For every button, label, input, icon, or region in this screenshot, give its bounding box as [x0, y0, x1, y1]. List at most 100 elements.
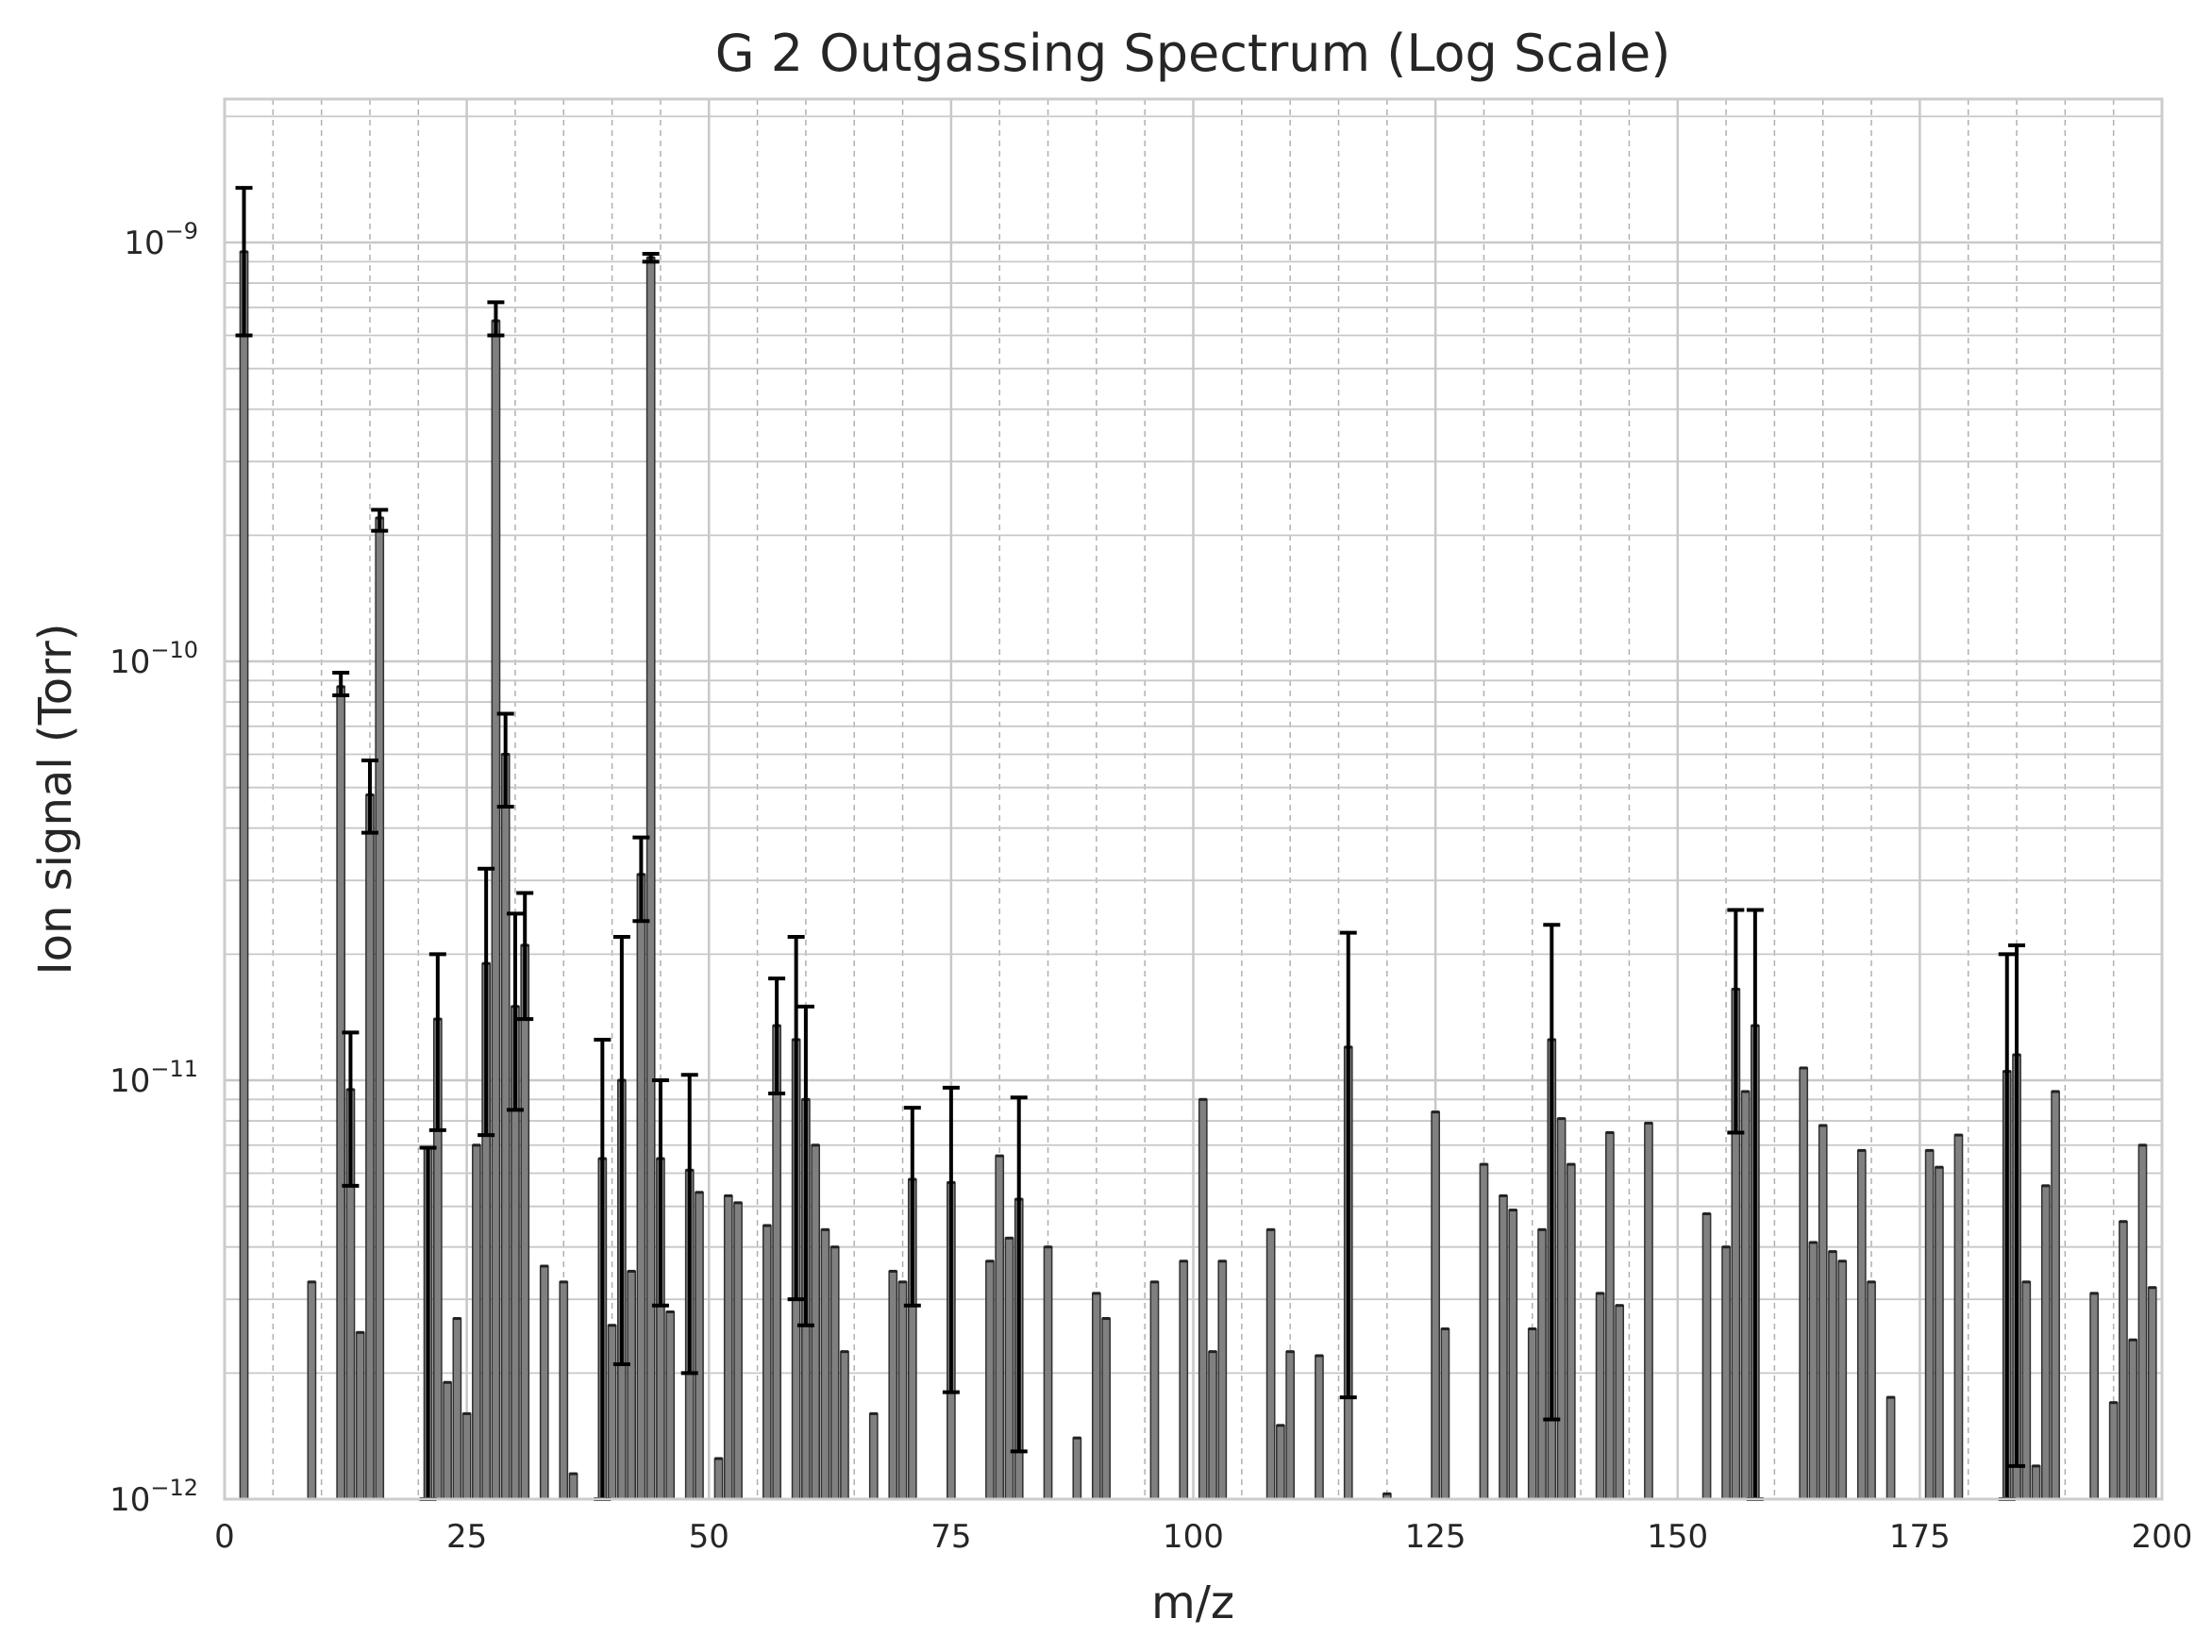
bar [665, 1310, 676, 1500]
bar [2051, 1091, 2060, 1500]
bar [1799, 1067, 1809, 1500]
bar [713, 1458, 724, 1500]
bar [520, 944, 530, 1500]
bar [627, 1270, 636, 1500]
bar [2119, 1220, 2128, 1500]
x-tick-label: 50 [689, 1518, 729, 1556]
bar [443, 1381, 452, 1500]
bar [1508, 1209, 1518, 1500]
y-tick-label: 10−9 [124, 218, 198, 262]
grid-lines [225, 99, 2162, 1499]
bar [897, 1281, 908, 1500]
bar [539, 1265, 549, 1500]
error-bars [235, 186, 2026, 1501]
bar [695, 1192, 704, 1500]
bar [239, 251, 249, 1500]
bar [365, 793, 375, 1500]
bar [1595, 1293, 1605, 1500]
bar [1924, 1149, 1935, 1500]
bar [1701, 1212, 1712, 1500]
bars [239, 250, 2157, 1500]
bar [1285, 1350, 1296, 1500]
bar [461, 1412, 472, 1500]
bar [1208, 1350, 1217, 1500]
bar [995, 1155, 1005, 1500]
bar [1179, 1260, 1189, 1500]
bar [1091, 1293, 1101, 1500]
bar [1198, 1098, 1208, 1500]
bar [811, 1144, 821, 1500]
bar [2147, 1286, 2157, 1500]
bar [1615, 1304, 1625, 1500]
bar [636, 874, 646, 1500]
bar [1499, 1194, 1508, 1500]
x-tick-labels: 0 25 50 75 100 125 150 175 200 [214, 1518, 2192, 1556]
bar [1101, 1317, 1111, 1500]
bar [840, 1350, 849, 1500]
bar [820, 1228, 830, 1500]
bar [1217, 1260, 1228, 1500]
bar [559, 1281, 569, 1500]
bar [1149, 1281, 1160, 1500]
x-tick-label: 150 [1647, 1518, 1708, 1556]
bar [762, 1225, 772, 1500]
x-tick-label: 125 [1405, 1518, 1466, 1556]
bar [355, 1331, 365, 1500]
bar [830, 1245, 840, 1500]
y-tick-label: 10−10 [109, 637, 198, 681]
bar [1431, 1110, 1440, 1500]
bar [2031, 1465, 2041, 1500]
bar [1566, 1163, 1576, 1500]
x-tick-label: 25 [446, 1518, 487, 1556]
bar [491, 320, 501, 1500]
bar [1721, 1245, 1731, 1500]
bar [1740, 1091, 1751, 1500]
bar [733, 1202, 743, 1500]
bar [1004, 1237, 1014, 1500]
bar [307, 1281, 317, 1500]
bar [2137, 1144, 2148, 1500]
bar [1072, 1437, 1082, 1500]
bar [1935, 1166, 1944, 1500]
bar [607, 1325, 617, 1500]
bar [1479, 1163, 1489, 1500]
x-tick-label: 0 [214, 1518, 235, 1556]
bar [1808, 1242, 1818, 1500]
bar [336, 686, 346, 1500]
bar [1605, 1131, 1615, 1500]
bar [772, 1025, 781, 1500]
bar [568, 1473, 578, 1500]
bar [1043, 1245, 1053, 1500]
bar [2108, 1401, 2119, 1500]
bar [500, 753, 511, 1500]
bar [1537, 1228, 1547, 1500]
x-axis-label: m/z [1151, 1577, 1234, 1629]
bar [1644, 1122, 1653, 1500]
bar [1265, 1228, 1276, 1500]
y-tick-labels: 10−12 10−11 10−10 10−9 [109, 218, 198, 1519]
bar [375, 517, 385, 1500]
x-tick-label: 200 [2132, 1518, 2193, 1556]
bar [1885, 1396, 1896, 1500]
bar [1556, 1117, 1567, 1500]
x-tick-label: 100 [1163, 1518, 1224, 1556]
bar [1440, 1327, 1450, 1500]
bar [452, 1317, 462, 1500]
bar [985, 1260, 995, 1500]
bar [472, 1144, 481, 1500]
x-tick-label: 175 [1889, 1518, 1951, 1556]
bar [1953, 1134, 1964, 1500]
bar [888, 1270, 898, 1500]
x-tick-label: 75 [930, 1518, 971, 1556]
bar [645, 257, 656, 1500]
bar [2128, 1339, 2138, 1500]
bar [2089, 1293, 2100, 1500]
chart-title: G 2 Outgassing Spectrum (Log Scale) [715, 24, 1671, 83]
bar [868, 1412, 879, 1500]
bar [1276, 1425, 1285, 1500]
bar [1527, 1327, 1537, 1500]
y-tick-label: 10−12 [109, 1475, 198, 1519]
y-axis-label: Ion signal (Torr) [29, 623, 82, 975]
bar [1828, 1250, 1837, 1500]
